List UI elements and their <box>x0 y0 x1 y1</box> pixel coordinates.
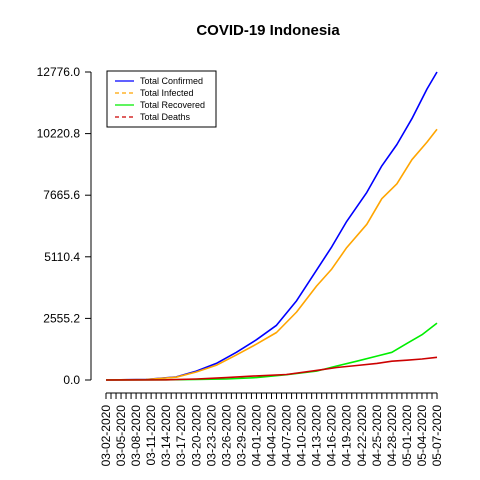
x-tick-label: 03-05-2020 <box>114 405 128 467</box>
x-tick-label: 04-13-2020 <box>310 405 324 467</box>
legend-label: Total Recovered <box>140 100 205 110</box>
axes: 0.0 2555.2 5110.4 7665.6 10220.8 12776.0 03-02… <box>37 65 444 466</box>
legend-label: Total Deaths <box>140 112 191 122</box>
legend: Total Confirmed Total Infected Total Recov… <box>106 70 217 128</box>
x-tick-label: 05-07-2020 <box>430 405 444 467</box>
legend-label: Total Confirmed <box>140 76 203 86</box>
series-line-total-deaths <box>105 356 438 381</box>
x-tick-label: 04-25-2020 <box>370 405 384 467</box>
y-tick-label: 2555.2 <box>43 311 80 325</box>
y-tick-label: 12776.0 <box>37 65 81 79</box>
x-tick-label: 04-28-2020 <box>385 405 399 467</box>
x-tick-label: 03-29-2020 <box>234 405 248 467</box>
y-tick-label: 0.0 <box>63 373 80 387</box>
x-tick-label: 03-02-2020 <box>99 405 113 467</box>
series-line-total-recovered <box>105 322 438 381</box>
x-tick-label: 03-20-2020 <box>189 405 203 467</box>
y-tick-label: 5110.4 <box>44 250 80 264</box>
x-tick-label: 04-16-2020 <box>325 405 339 467</box>
legend-label: Total Infected <box>140 88 194 98</box>
x-tick-label: 03-14-2020 <box>159 405 173 467</box>
x-tick-label: 04-01-2020 <box>249 405 263 467</box>
y-tick-label: 7665.6 <box>43 188 80 202</box>
y-tick-label: 10220.8 <box>37 127 81 141</box>
series-line-total-infected <box>105 128 438 381</box>
x-tick-label: 05-04-2020 <box>415 405 429 467</box>
series-layer <box>105 71 438 381</box>
x-tick-label: 03-11-2020 <box>144 405 158 466</box>
x-tick-label: 05-01-2020 <box>400 405 414 467</box>
x-tick-label: 03-26-2020 <box>219 405 233 467</box>
x-tick-label: 04-07-2020 <box>280 405 294 467</box>
chart-title: COVID-19 Indonesia <box>196 22 340 39</box>
legend-box <box>106 70 217 128</box>
x-tick-label: 03-08-2020 <box>129 405 143 467</box>
x-tick-label: 04-22-2020 <box>355 405 369 467</box>
x-tick-label: 03-23-2020 <box>204 405 218 467</box>
x-tick-label: 03-17-2020 <box>174 405 188 467</box>
x-tick-label: 04-10-2020 <box>295 405 309 467</box>
x-tick-label: 04-19-2020 <box>340 405 354 467</box>
x-tick-label: 04-04-2020 <box>265 405 279 467</box>
